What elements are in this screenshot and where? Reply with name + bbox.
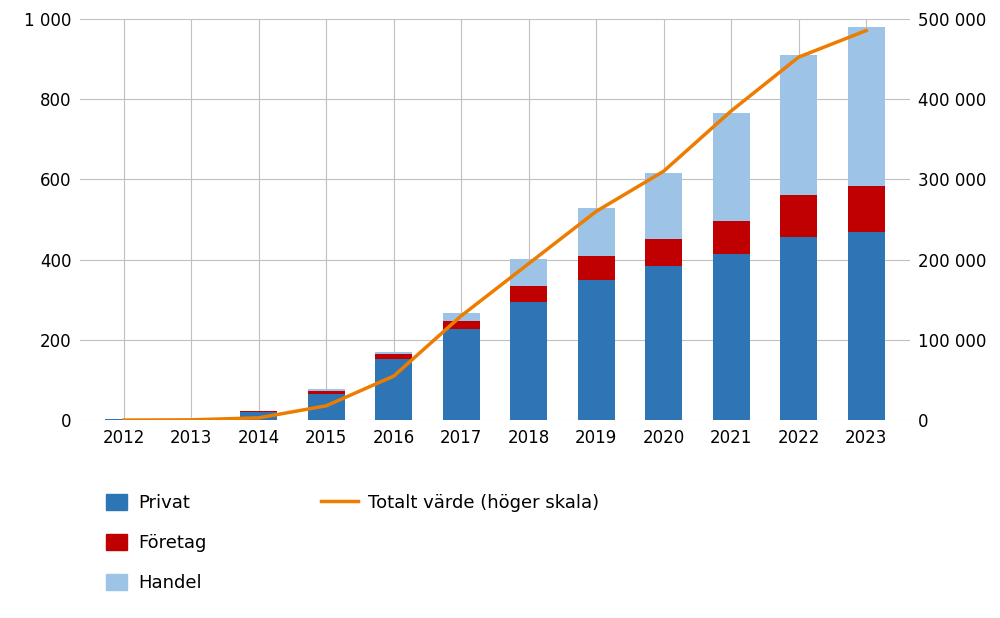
Bar <box>645 239 682 266</box>
Bar <box>713 253 750 420</box>
Bar <box>375 352 412 354</box>
Bar <box>578 208 615 256</box>
Bar <box>510 302 547 420</box>
Line: Totalt värde (höger skala): Totalt värde (höger skala) <box>124 30 866 420</box>
Bar <box>780 195 817 237</box>
Totalt värde (höger skala) <box>658 167 670 175</box>
Totalt värde (höger skala) <box>253 414 265 421</box>
Bar <box>578 256 615 279</box>
Bar <box>578 279 615 420</box>
Bar <box>173 419 210 420</box>
Bar <box>713 221 750 253</box>
Totalt värde (höger skala) <box>388 372 400 379</box>
Bar <box>510 287 547 302</box>
Totalt värde (höger skala) <box>455 312 467 320</box>
Totalt värde (höger skala) <box>725 107 737 114</box>
Bar <box>645 173 682 239</box>
Totalt värde (höger skala) <box>590 208 602 215</box>
Bar <box>510 259 547 287</box>
Bar <box>375 354 412 359</box>
Bar <box>443 313 480 321</box>
Bar <box>713 113 750 221</box>
Totalt värde (höger skala) <box>793 53 805 61</box>
Bar <box>443 321 480 329</box>
Totalt värde (höger skala) <box>118 417 130 424</box>
Bar <box>308 394 345 420</box>
Legend: Handel: Handel <box>106 574 202 592</box>
Bar <box>780 237 817 420</box>
Bar <box>645 266 682 420</box>
Bar <box>848 232 885 420</box>
Totalt värde (höger skala) <box>320 402 332 410</box>
Totalt värde (höger skala) <box>860 27 872 34</box>
Bar <box>375 359 412 420</box>
Bar <box>848 186 885 232</box>
Totalt värde (höger skala) <box>185 416 197 423</box>
Bar <box>443 329 480 420</box>
Bar <box>848 27 885 186</box>
Bar <box>308 389 345 391</box>
Bar <box>308 391 345 394</box>
Bar <box>780 54 817 195</box>
Bar <box>240 412 277 420</box>
Totalt värde (höger skala) <box>523 260 535 267</box>
